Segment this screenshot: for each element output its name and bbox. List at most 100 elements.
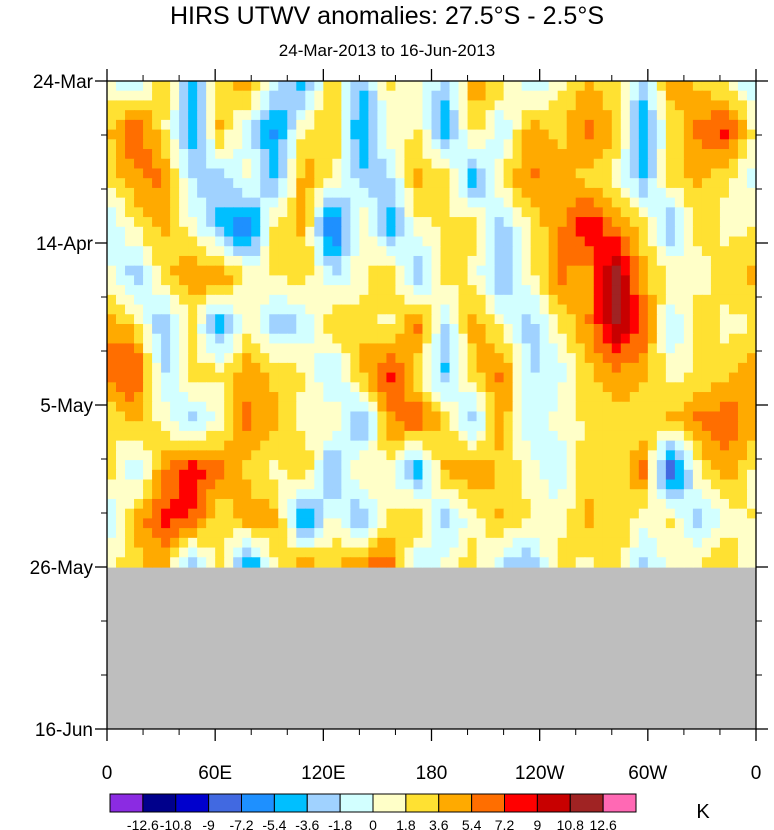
heatmap-cell	[287, 226, 297, 238]
colorbar-label: 9	[533, 817, 541, 830]
heatmap-cell	[692, 304, 703, 315]
heatmap-cell	[557, 187, 568, 199]
colorbar-label: -12.6	[127, 817, 159, 830]
heatmap-cell	[566, 178, 577, 189]
heatmap-cell	[323, 187, 333, 199]
heatmap-cell	[269, 304, 279, 315]
heatmap-cell	[269, 421, 279, 432]
heatmap-cell	[188, 469, 198, 481]
heatmap-cell	[269, 460, 279, 471]
heatmap-cell	[701, 207, 712, 218]
heatmap-cell	[116, 343, 126, 354]
heatmap-cell	[332, 294, 342, 306]
heatmap-cell	[620, 226, 631, 238]
heatmap-cell	[728, 226, 739, 238]
heatmap-cell	[368, 294, 379, 306]
heatmap-cell	[197, 537, 207, 549]
heatmap-cell	[197, 149, 207, 160]
heatmap-cell	[449, 187, 460, 199]
heatmap-cell	[512, 255, 523, 267]
heatmap-cell	[458, 537, 469, 549]
heatmap-cell	[323, 217, 333, 228]
heatmap-cell	[512, 430, 523, 442]
heatmap-cell	[269, 110, 279, 121]
heatmap-cell	[413, 528, 424, 539]
heatmap-cell	[395, 440, 406, 451]
heatmap-cell	[620, 421, 631, 432]
heatmap-cell	[377, 421, 388, 432]
heatmap-cell	[395, 382, 406, 393]
heatmap-cell	[638, 285, 649, 296]
heatmap-cell	[242, 314, 252, 325]
heatmap-cell	[485, 110, 496, 121]
heatmap-cell	[701, 372, 712, 383]
heatmap-cell	[476, 304, 487, 315]
heatmap-cell	[296, 304, 306, 315]
heatmap-cell	[737, 236, 748, 247]
heatmap-cell	[467, 372, 478, 383]
colorbar-label: -3.6	[295, 817, 319, 830]
heatmap-cell	[539, 197, 550, 208]
heatmap-cell	[566, 149, 577, 160]
heatmap-cell	[746, 353, 757, 364]
heatmap-cell	[413, 100, 424, 111]
heatmap-cell	[485, 217, 496, 228]
heatmap-cell	[125, 265, 135, 276]
heatmap-cell	[467, 489, 478, 500]
heatmap-cell	[116, 528, 126, 539]
heatmap-cell	[251, 304, 261, 315]
heatmap-cell	[593, 100, 604, 111]
heatmap-cell	[116, 508, 126, 519]
heatmap-cell	[674, 275, 685, 286]
heatmap-cell	[629, 187, 640, 199]
heatmap-cell	[224, 187, 234, 199]
heatmap-cell	[629, 421, 640, 432]
heatmap-cell	[251, 479, 261, 490]
heatmap-cell	[530, 440, 541, 451]
heatmap-cell	[350, 343, 360, 354]
heatmap-cell	[701, 119, 712, 131]
heatmap-cell	[728, 294, 739, 306]
heatmap-cell	[719, 187, 730, 199]
heatmap-cell	[503, 246, 514, 257]
heatmap-cell	[683, 547, 694, 558]
heatmap-cell	[521, 81, 532, 92]
heatmap-cell	[341, 236, 351, 247]
heatmap-cell	[629, 294, 640, 306]
x-tick-label: 60W	[628, 763, 667, 784]
heatmap-cell	[701, 528, 712, 539]
heatmap-cell	[161, 362, 171, 374]
heatmap-cell	[575, 149, 586, 160]
heatmap-cell	[395, 518, 406, 529]
heatmap-cell	[530, 469, 541, 481]
heatmap-cell	[485, 119, 496, 131]
heatmap-cell	[305, 246, 315, 257]
heatmap-cell	[197, 372, 207, 383]
heatmap-cell	[485, 81, 496, 92]
heatmap-cell	[161, 324, 171, 335]
heatmap-cell	[179, 158, 189, 170]
heatmap-cell	[323, 149, 333, 160]
colorbar-swatch	[109, 793, 144, 813]
heatmap-cell	[359, 158, 369, 170]
heatmap-cell	[143, 90, 153, 102]
heatmap-cell	[161, 304, 171, 315]
heatmap-cell	[665, 275, 676, 286]
heatmap-cell	[503, 489, 514, 500]
heatmap-cell	[296, 265, 306, 276]
heatmap-cell	[458, 158, 469, 170]
heatmap-cell	[503, 100, 514, 111]
heatmap-cell	[161, 314, 171, 325]
heatmap-cell	[674, 187, 685, 199]
heatmap-cell	[152, 460, 162, 471]
heatmap-cell	[692, 440, 703, 451]
heatmap-cell	[665, 236, 676, 247]
heatmap-cell	[278, 314, 288, 325]
heatmap-cell	[683, 304, 694, 315]
heatmap-cell	[215, 460, 225, 471]
heatmap-cell	[224, 421, 234, 432]
heatmap-cell	[296, 255, 306, 267]
heatmap-cell	[629, 440, 640, 451]
heatmap-cell	[107, 149, 117, 160]
heatmap-cell	[152, 489, 162, 500]
